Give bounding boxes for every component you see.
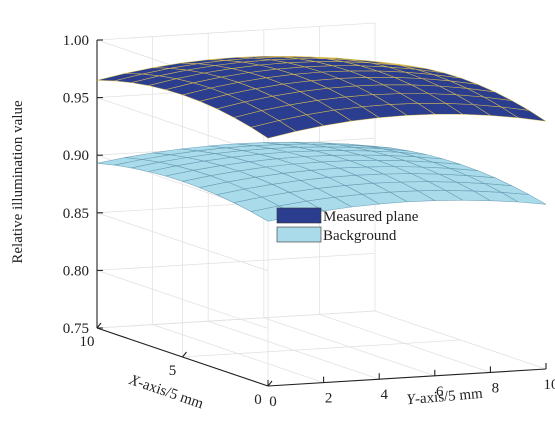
gridline [263,317,435,377]
axes [96,39,547,387]
z-tick-label: 0.85 [63,206,89,222]
x-tick-label: 10 [80,334,95,350]
legend-swatch-background [276,226,322,243]
surface-cell [96,157,142,166]
gridline [208,320,380,380]
y-axis-line [267,368,547,387]
y-axis-label: Y-axis/5 mm [406,386,484,409]
legend: Measured plane Background [276,207,419,244]
tick-labels: 0.75 0.80 0.85 0.90 0.95 1.00 0 5 10 0 2 4 6 8 10 [63,33,555,410]
y-tick-label: 4 [380,387,388,403]
x-axis-label: X-axis/5 mm [126,372,205,413]
z-tick-label: 0.80 [63,263,89,279]
surfaces [96,55,547,222]
gridline [319,314,491,373]
y-tick-label: 0 [269,394,277,410]
gridline [96,310,376,329]
gridline [96,253,376,329]
x-tick [96,322,102,329]
surface-background [96,141,547,222]
z-tick-label: 1.00 [63,33,89,49]
surface-cell [96,73,142,82]
gridline [182,339,461,358]
x-tick [267,380,273,387]
x-tick [182,351,187,358]
x-tick-label: 5 [169,363,177,379]
z-tick-label: 0.95 [63,91,89,107]
z-tick-label: 0.90 [63,148,89,164]
legend-swatch-measured [276,207,322,224]
gridline [152,324,324,383]
legend-label-measured: Measured plane [323,209,419,225]
y-tick-label: 8 [492,380,500,396]
y-tick-label: 10 [544,377,555,393]
x-tick-label: 0 [254,392,262,408]
surface-measured-plane [96,55,547,139]
z-axis-label: Relative illumination value [10,100,26,264]
z-tick-label: 0.75 [63,321,89,337]
gridline [374,310,547,370]
legend-label-background: Background [323,228,397,244]
y-tick-label: 6 [436,384,444,400]
y-tick-label: 2 [325,391,333,407]
